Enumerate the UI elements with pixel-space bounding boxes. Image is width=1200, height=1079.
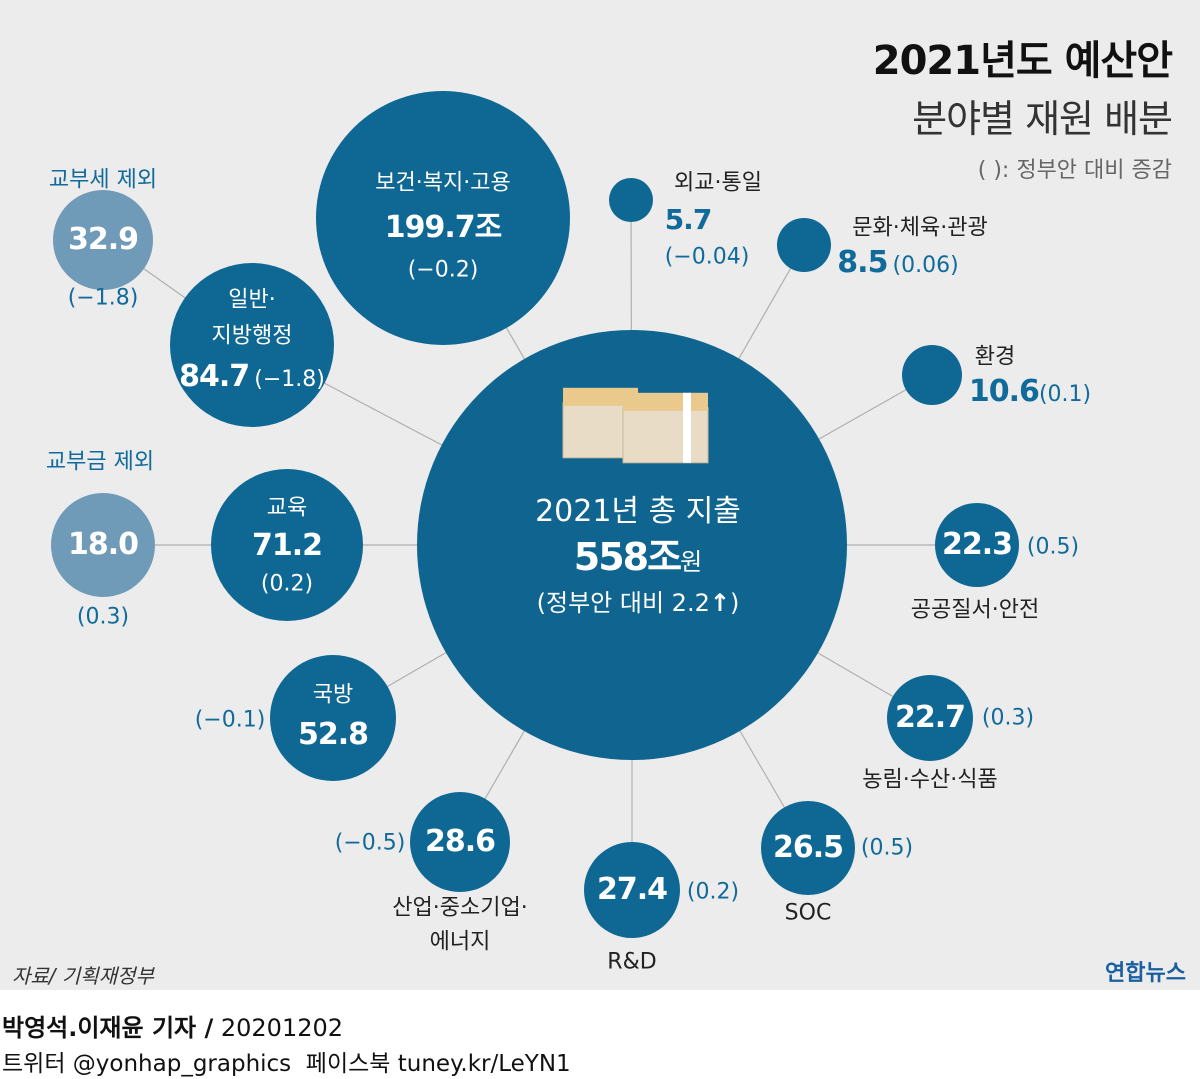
defense-value: 52.8: [297, 716, 369, 752]
culture-value-row: 8.5 (0.06): [837, 244, 959, 281]
industry-name-1: 산업·중소기업·: [392, 895, 528, 921]
health-bubble: [316, 91, 570, 345]
culture-change: (0.06): [892, 252, 959, 278]
diplomacy-name: 외교·통일: [674, 170, 762, 196]
general-excl-bubble: [53, 190, 153, 290]
edu-excl-note: 교부금 제외: [45, 449, 155, 475]
culture-bubble: [777, 218, 831, 272]
general-excl-value: 32.9: [67, 221, 139, 257]
industry-name-2: 에너지: [429, 929, 491, 955]
general-name-1: 일반·: [228, 287, 276, 313]
health-name: 보건·복지·고용: [375, 170, 511, 196]
soc-change: (0.5): [860, 835, 914, 861]
general-change: (−1.8): [254, 366, 325, 392]
agri-bubble: [887, 675, 973, 761]
safety-name: 공공질서·안전: [910, 597, 1040, 623]
twitter: 트위터 @yonhap_graphics: [2, 1051, 292, 1077]
agri-change: (0.3): [981, 705, 1035, 731]
center-label: 2021년 총 지출: [535, 493, 741, 529]
bubble-diagram: [51, 91, 1019, 938]
general-value-row: 84.7 (−1.8): [179, 358, 325, 395]
date: 20201202: [220, 1014, 344, 1042]
legend: ( ): 정부안 대비 증감: [977, 158, 1172, 183]
center-change-text: (정부안 대비 2.2: [536, 589, 710, 618]
rnd-name: R&D: [607, 949, 657, 975]
edu-excl-bubble: [51, 493, 155, 597]
facebook: 페이스북 tuney.kr/LeYN1: [305, 1051, 571, 1077]
up-arrow-icon: ↑: [709, 589, 730, 618]
general-value: 84.7: [179, 358, 250, 394]
env-bubble: [902, 345, 962, 405]
edu-excl-change: (0.3): [76, 604, 130, 630]
rnd-value: 27.4: [596, 871, 668, 907]
credit-reporters: 박영석.이재윤 기자 / 20201202: [2, 1008, 343, 1043]
agri-name: 농림·수산·식품: [862, 767, 998, 793]
safety-bubble: [935, 503, 1019, 587]
general-excl-note: 교부세 제외: [48, 167, 158, 193]
rnd-change: (0.2): [686, 879, 740, 905]
industry-bubble: [410, 792, 510, 892]
money-stack-icon: [553, 378, 723, 472]
edu-value: 71.2: [251, 527, 323, 563]
health-change: (−0.2): [407, 257, 479, 283]
general-bubble: [170, 263, 334, 427]
rnd-bubble: [584, 842, 680, 938]
soc-value: 26.5: [772, 829, 844, 865]
title: 2021년도 예산안: [872, 38, 1173, 84]
center-total: 558조원: [573, 535, 703, 580]
yonhap-logo: 연합뉴스: [1105, 961, 1186, 986]
env-value-row: 10.6(0.1): [968, 373, 1092, 410]
total-bubble: [417, 330, 847, 760]
edu-name: 교육: [266, 495, 308, 521]
culture-value: 8.5: [837, 244, 888, 280]
subtitle: 분야별 재원 배분: [912, 97, 1173, 141]
diplomacy-value: 5.7: [664, 202, 713, 236]
env-value: 10.6: [968, 373, 1040, 409]
general-excl-change: (−1.8): [67, 285, 139, 311]
source: 자료/ 기획재정부: [12, 964, 154, 988]
culture-name: 문화·체육·관광: [852, 215, 988, 241]
edu-change: (0.2): [260, 571, 314, 597]
env-name: 환경: [974, 344, 1016, 370]
general-name-2: 지방행정: [211, 323, 293, 349]
center-change-close: ): [729, 589, 740, 618]
defense-bubble: [270, 655, 396, 781]
agri-value: 22.7: [894, 699, 966, 735]
center-value: 558조: [573, 535, 682, 580]
center-change: (정부안 대비 2.2↑): [536, 589, 740, 618]
soc-bubble: [761, 801, 855, 895]
credit-social: 트위터 @yonhap_graphics 페이스북 tuney.kr/LeYN1: [2, 1044, 571, 1078]
industry-value: 28.6: [424, 823, 496, 859]
safety-change: (0.5): [1026, 534, 1080, 560]
edu-bubble: [211, 469, 363, 621]
safety-value: 22.3: [941, 526, 1013, 562]
center-unit: 원: [680, 548, 703, 577]
defense-name: 국방: [312, 682, 354, 708]
defense-change: (−0.1): [194, 707, 266, 733]
diplomacy-bubble: [609, 178, 653, 222]
reporters: 박영석.이재윤 기자 /: [2, 1014, 214, 1042]
diplomacy-change: (−0.04): [664, 244, 750, 270]
edu-excl-value: 18.0: [67, 526, 139, 562]
industry-change: (−0.5): [334, 830, 406, 856]
env-change: (0.1): [1038, 381, 1092, 407]
soc-name: SOC: [784, 900, 832, 926]
health-value: 199.7조: [384, 209, 502, 245]
